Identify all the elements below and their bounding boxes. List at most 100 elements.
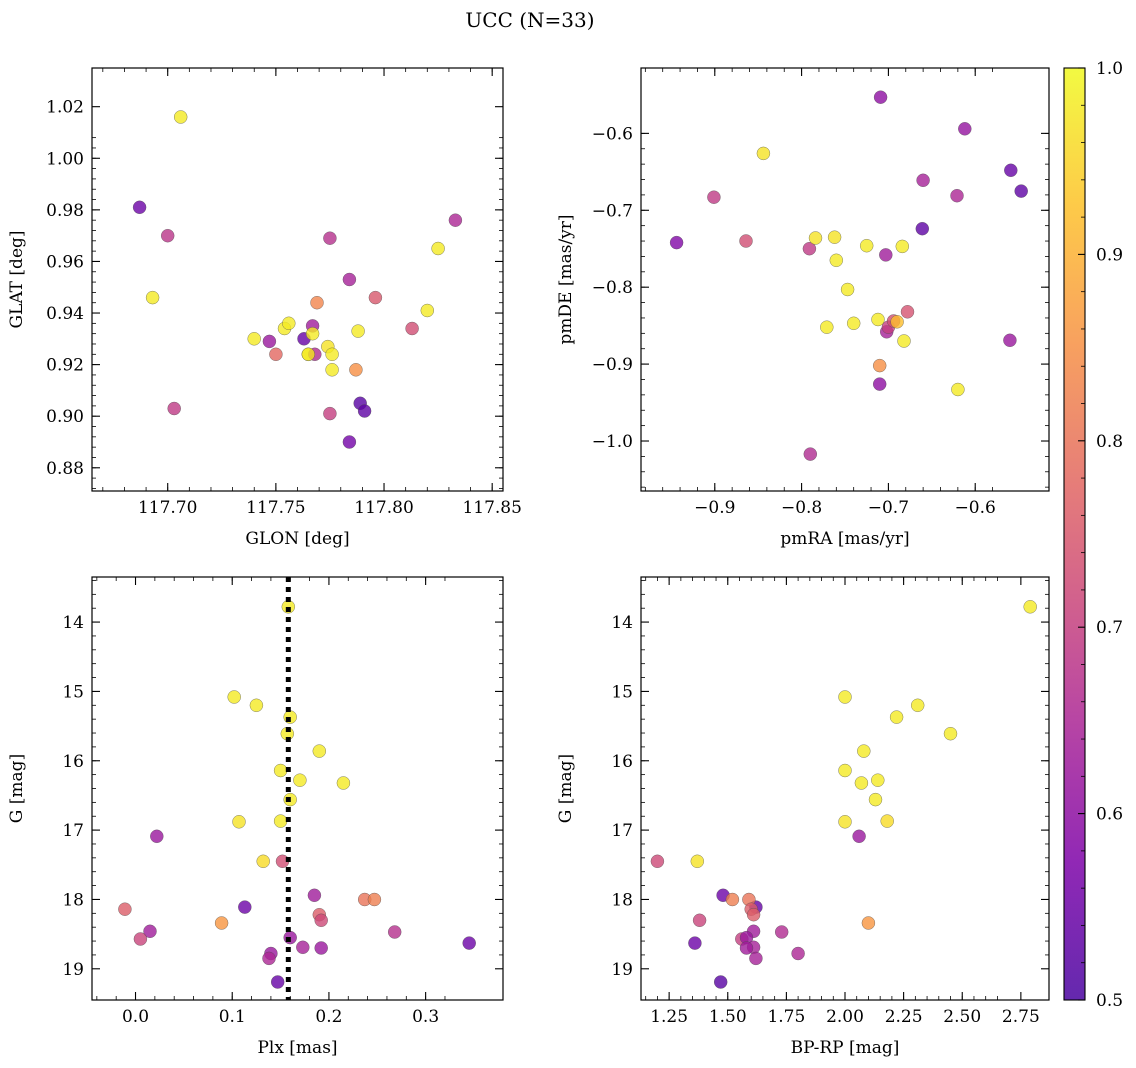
scatter-point <box>431 241 445 256</box>
scatter-point <box>173 110 188 124</box>
scatter-point <box>889 710 904 724</box>
x-tick-label: 117.70 <box>138 498 197 518</box>
scatter-point <box>872 377 887 391</box>
scatter-point <box>150 829 164 844</box>
axes-frame <box>640 576 1050 1001</box>
x-tick-label: −0.7 <box>868 498 909 518</box>
scatter-point <box>232 815 246 829</box>
scatter-point <box>739 941 754 955</box>
scatter-point <box>249 698 264 713</box>
scatter-point <box>118 902 132 916</box>
y-tick-label: 0.90 <box>46 407 84 427</box>
scatter-point <box>269 347 283 362</box>
scatter-point <box>690 854 705 869</box>
scatter-panel-2: −0.9 −0.8 −0.7 −0.6 −1.0 −0.9 −0.8 −0.7 −0.6 pmRA… <box>556 67 1050 549</box>
y-tick-label: 0.88 <box>46 459 84 479</box>
scatter-point <box>725 892 740 907</box>
y-tick-label: 16 <box>62 752 84 772</box>
scatter-point <box>387 925 402 939</box>
scatter-point <box>325 363 339 377</box>
y-tick-label: 14 <box>62 613 84 633</box>
x-tick-label: 1.25 <box>650 1007 688 1027</box>
scatter-point <box>307 888 322 903</box>
x-tick-label: 1.75 <box>767 1007 805 1027</box>
y-tick-label: −0.8 <box>592 278 633 298</box>
y-tick-label: −0.9 <box>592 355 633 375</box>
scatter-point <box>1023 600 1037 614</box>
scatter-point <box>880 814 894 828</box>
scatter-point <box>802 241 817 256</box>
scatter-point <box>895 239 910 254</box>
scatter-point <box>160 228 175 243</box>
y-tick-label: 0.96 <box>46 252 84 272</box>
y-axis-label: GLAT [deg] <box>7 230 27 328</box>
x-tick-label: 0.2 <box>315 1007 342 1027</box>
y-tick-label: 17 <box>611 821 633 841</box>
scatter-point <box>323 231 337 245</box>
scatter-point <box>897 334 911 348</box>
scatter-point <box>238 900 252 914</box>
scatter-point <box>838 815 852 829</box>
y-tick-label: −0.7 <box>592 201 633 221</box>
figure-title: UCC (N=33) <box>465 8 594 32</box>
y-tick-label: 19 <box>62 960 84 980</box>
scatter-point <box>305 326 320 341</box>
scatter-point <box>707 190 721 204</box>
y-tick-label: 15 <box>62 682 84 702</box>
y-tick-label: −1.0 <box>592 432 633 452</box>
colorbar-tick-label: 0.9 <box>1096 245 1123 265</box>
subplot-panels: 117.70 117.75 117.80 117.85 0.88 0.90 0.92 0.94… <box>7 67 1050 1058</box>
scatter-point <box>293 773 307 787</box>
colorbar-tick-label: 1.0 <box>1096 59 1123 79</box>
x-tick-label: 0.1 <box>219 1007 246 1027</box>
scatter-point <box>214 916 229 930</box>
scatter-point <box>916 173 930 188</box>
scatter-point <box>325 347 339 362</box>
scatter-points <box>118 600 476 989</box>
x-tick-label: 117.80 <box>354 498 413 518</box>
scatter-point <box>713 975 728 989</box>
y-tick-label: 15 <box>611 682 633 702</box>
y-tick-label: 16 <box>611 752 633 772</box>
scatter-point <box>857 744 871 758</box>
scatter-point <box>314 941 328 955</box>
x-tick-label: 2.00 <box>826 1007 864 1027</box>
y-tick-label: 19 <box>611 960 633 980</box>
scatter-point <box>829 253 844 268</box>
scatter-point <box>462 936 476 950</box>
scatter-point <box>838 690 852 704</box>
x-tick-label: 1.50 <box>709 1007 747 1027</box>
scatter-point <box>872 358 887 373</box>
colorbar-tick-label: 0.7 <box>1096 618 1123 638</box>
scatter-point <box>273 814 288 828</box>
axes-frame <box>91 67 504 492</box>
scatter-point <box>950 188 964 203</box>
scatter-point <box>854 776 869 790</box>
scatter-point <box>827 230 842 244</box>
scatter-point <box>774 925 789 939</box>
y-tick-label: −0.6 <box>592 124 633 144</box>
scatter-point <box>756 146 771 161</box>
scatter-panel-3: 0.0 0.1 0.2 0.3 14 15 16 17 18 19 Plx [mas] G [mag] <box>7 576 504 1058</box>
scatter-point <box>890 315 904 329</box>
scatter-point <box>943 726 958 741</box>
x-tick-label: 0.3 <box>412 1007 439 1027</box>
colorbar: 0.5 0.6 0.7 0.8 0.9 1.0 <box>1063 59 1123 1011</box>
scatter-point <box>791 946 805 961</box>
scatter-point <box>310 295 324 310</box>
scatter-point <box>900 305 915 319</box>
scatter-point <box>859 238 874 253</box>
scatter-point <box>262 334 277 349</box>
x-axis-label: Plx [mas] <box>257 1038 337 1058</box>
scatter-point <box>846 316 861 331</box>
scatter-point <box>910 698 925 713</box>
scatter-point <box>296 940 310 955</box>
y-tick-label: 17 <box>62 821 84 841</box>
x-tick-label: 2.75 <box>1002 1007 1040 1027</box>
colorbar-gradient <box>1063 67 1086 1001</box>
scatter-point <box>143 924 157 939</box>
scatter-point <box>342 272 357 287</box>
scatter-point <box>282 316 296 331</box>
scatter-point <box>838 763 852 778</box>
x-axis-label: GLON [deg] <box>245 529 349 549</box>
